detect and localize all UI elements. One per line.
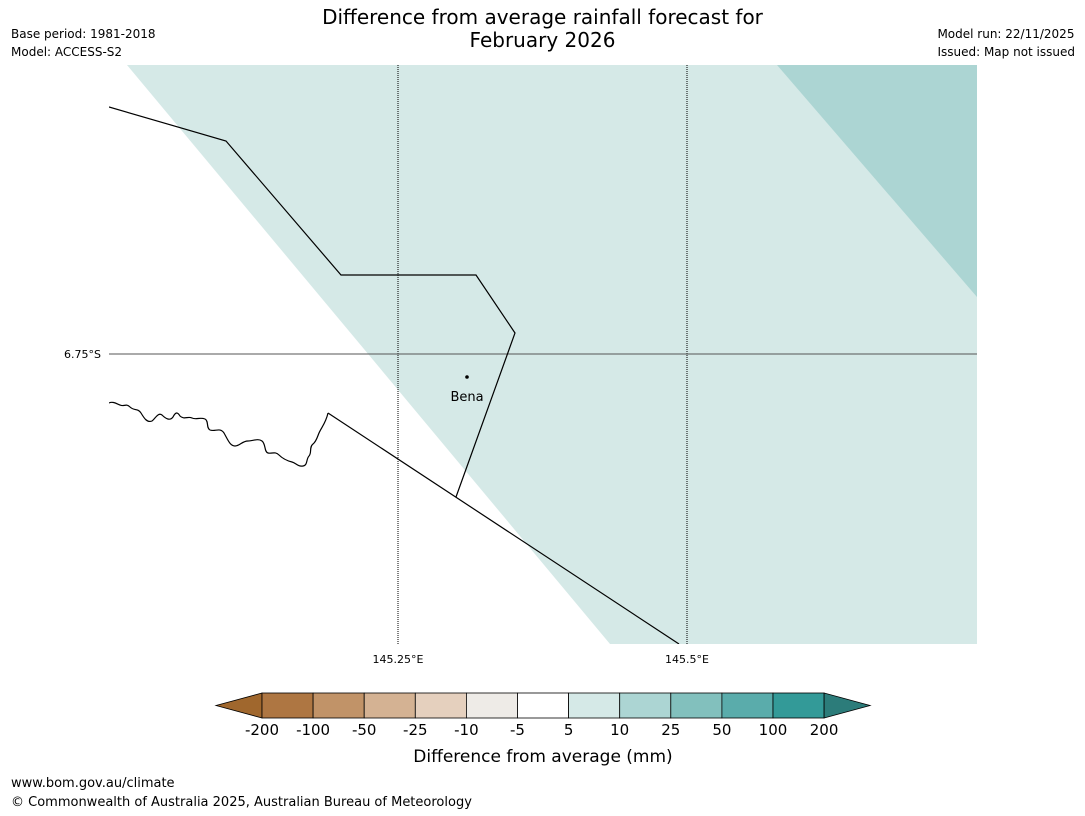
river-line (109, 401, 329, 467)
legend-title: Difference from average (mm) (413, 747, 672, 767)
issued-text: Issued: Map not issued (937, 45, 1075, 59)
model-text: Model: ACCESS-S2 (11, 45, 123, 59)
place-label-bena: Bena (450, 390, 483, 405)
legend-extend-low (214, 692, 263, 719)
latitude-label: 6.75°S (64, 348, 101, 361)
longitude-label-145-5: 145.5°E (665, 653, 709, 666)
forecast-region-10-to-25 (777, 65, 977, 297)
legend-tick-labels: -200 -100 -50 -25 -10 -5 5 10 25 50 100 200 (245, 721, 838, 739)
footer-copyright: © Commonwealth of Australia 2025, Austra… (11, 795, 472, 810)
legend-tick-label: -5 (510, 721, 525, 739)
meta-right: Model run: 22/11/2025 Issued: Map not is… (937, 25, 1075, 61)
legend-swatch (465, 692, 518, 719)
legend-tick-label: -100 (296, 721, 330, 739)
legend-swatch (619, 692, 672, 719)
legend-swatch (670, 692, 723, 719)
legend-tick-label: -25 (403, 721, 428, 739)
legend-tick-label: -50 (352, 721, 377, 739)
footer-url[interactable]: www.bom.gov.au/climate (11, 776, 175, 791)
legend-swatch (312, 692, 365, 719)
base-period-text: Base period: 1981-2018 (11, 27, 156, 41)
legend-tick-label: 100 (759, 721, 788, 739)
legend-swatch (414, 692, 467, 719)
legend-colorbar (214, 692, 872, 719)
legend-swatch (261, 692, 314, 719)
map-title: Difference from average rainfall forecas… (0, 6, 1085, 52)
legend-swatch (721, 692, 774, 719)
legend-swatch (568, 692, 621, 719)
footer: www.bom.gov.au/climate © Commonwealth of… (11, 774, 472, 812)
model-run-text: Model run: 22/11/2025 (937, 27, 1075, 41)
legend-tick-label: 25 (661, 721, 680, 739)
legend-swatch (772, 692, 825, 719)
meta-left: Base period: 1981-2018 Model: ACCESS-S2 (11, 25, 156, 61)
boundary-line-south (327, 412, 680, 644)
longitude-label-145-25: 145.25°E (373, 653, 424, 666)
legend-tick-label: 50 (712, 721, 731, 739)
legend-tick-label: -10 (454, 721, 479, 739)
title-line-2: February 2026 (469, 28, 616, 52)
legend-tick-label: -200 (245, 721, 279, 739)
title-line-1: Difference from average rainfall forecas… (322, 5, 763, 29)
legend-tick-label: 10 (610, 721, 629, 739)
legend-swatch (363, 692, 416, 719)
map-area (109, 65, 977, 644)
boundary-line-north (109, 106, 516, 498)
legend-extend-high (823, 692, 872, 719)
legend-tick-label: 5 (564, 721, 574, 739)
legend-swatch (517, 692, 569, 719)
legend-tick-label: 200 (810, 721, 839, 739)
bena-marker (465, 375, 469, 379)
